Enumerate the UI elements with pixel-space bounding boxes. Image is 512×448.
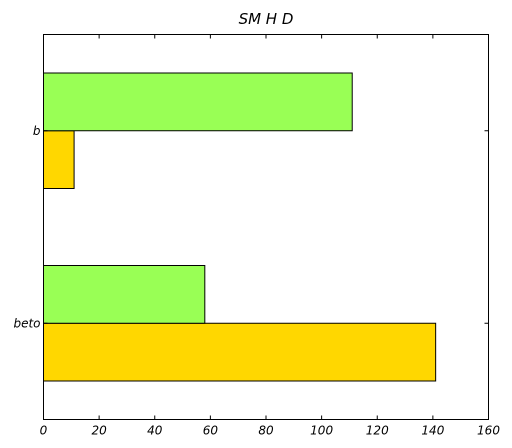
- x-axis-ticks: 0 20 40 60 80 100 120 140 160: [40, 34, 500, 438]
- y-tick-label: b: [33, 124, 41, 138]
- x-tick-label: 160: [477, 424, 500, 438]
- x-tick-label: 40: [147, 424, 163, 438]
- x-tick-label: 100: [310, 424, 333, 438]
- x-tick-label: 60: [203, 424, 219, 438]
- bar-b-series-2: [43, 72, 353, 132]
- plot-frame: [43, 34, 489, 420]
- bars-layer: [43, 72, 437, 382]
- x-tick-label: 20: [91, 424, 107, 438]
- bar-b-series-1: [43, 130, 75, 189]
- y-axis-ticks: beto b: [13, 124, 489, 330]
- chart-title: SM H D: [239, 10, 294, 28]
- bar-beto-series-1: [43, 322, 437, 382]
- x-tick-label: 80: [258, 424, 274, 438]
- x-tick-label: 0: [40, 424, 48, 438]
- x-tick-label: 140: [421, 424, 444, 438]
- bar-beto-series-2: [43, 265, 206, 324]
- y-tick-label: beto: [13, 316, 40, 330]
- x-tick-label: 120: [366, 424, 389, 438]
